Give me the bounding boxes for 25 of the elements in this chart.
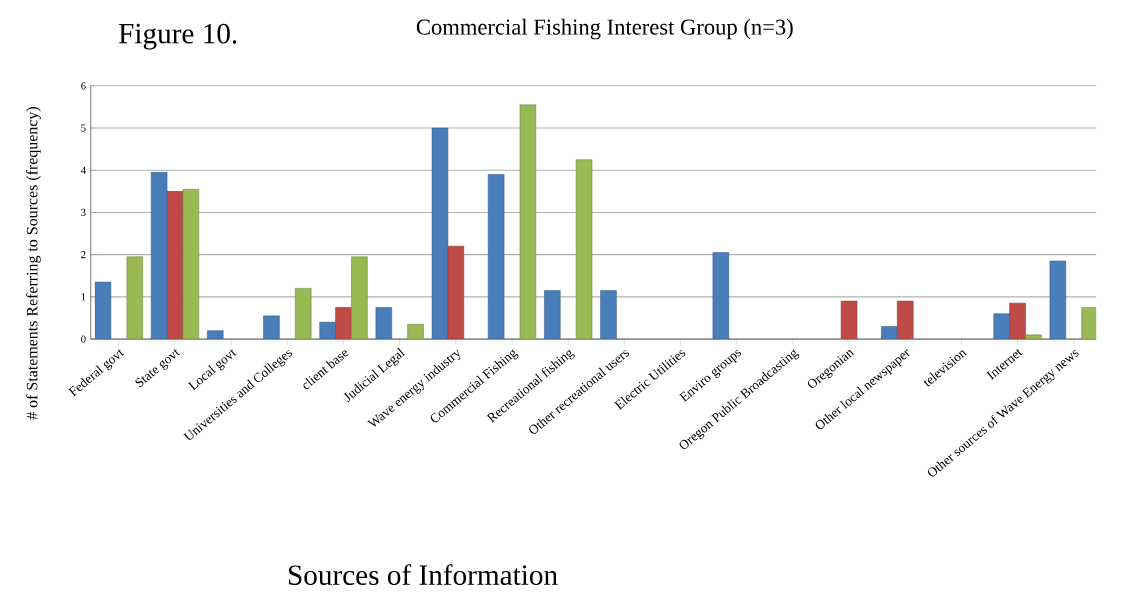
x-axis-title: Sources of Information <box>288 564 558 586</box>
bar <box>335 307 352 340</box>
y-tick-label: 5 <box>81 124 86 132</box>
bar <box>897 300 914 340</box>
y-axis-title: # of Statements Referring to Sources (frequency) <box>26 107 41 420</box>
y-tick-label: 2 <box>81 251 86 259</box>
bar <box>447 245 465 340</box>
chart-title: Commercial Fishing Interest Group (n=3) <box>416 18 793 40</box>
x-tick-label: client base <box>303 350 349 390</box>
y-tick-label: 1 <box>81 293 86 301</box>
bar <box>840 300 858 340</box>
bar <box>1081 307 1097 340</box>
bar <box>1009 302 1026 340</box>
bar <box>544 290 561 340</box>
bar <box>166 191 184 340</box>
y-tick-label: 6 <box>81 82 86 90</box>
bar <box>993 313 1010 340</box>
bar <box>351 256 368 340</box>
caption: Figure 10. <box>118 23 237 50</box>
x-tick-label: State govt <box>135 349 181 388</box>
bar <box>126 256 143 340</box>
bar <box>600 290 617 340</box>
y-tick-label: 0 <box>81 335 86 343</box>
y-tick-label: 3 <box>81 208 86 217</box>
y-tick-label: 4 <box>80 166 86 174</box>
